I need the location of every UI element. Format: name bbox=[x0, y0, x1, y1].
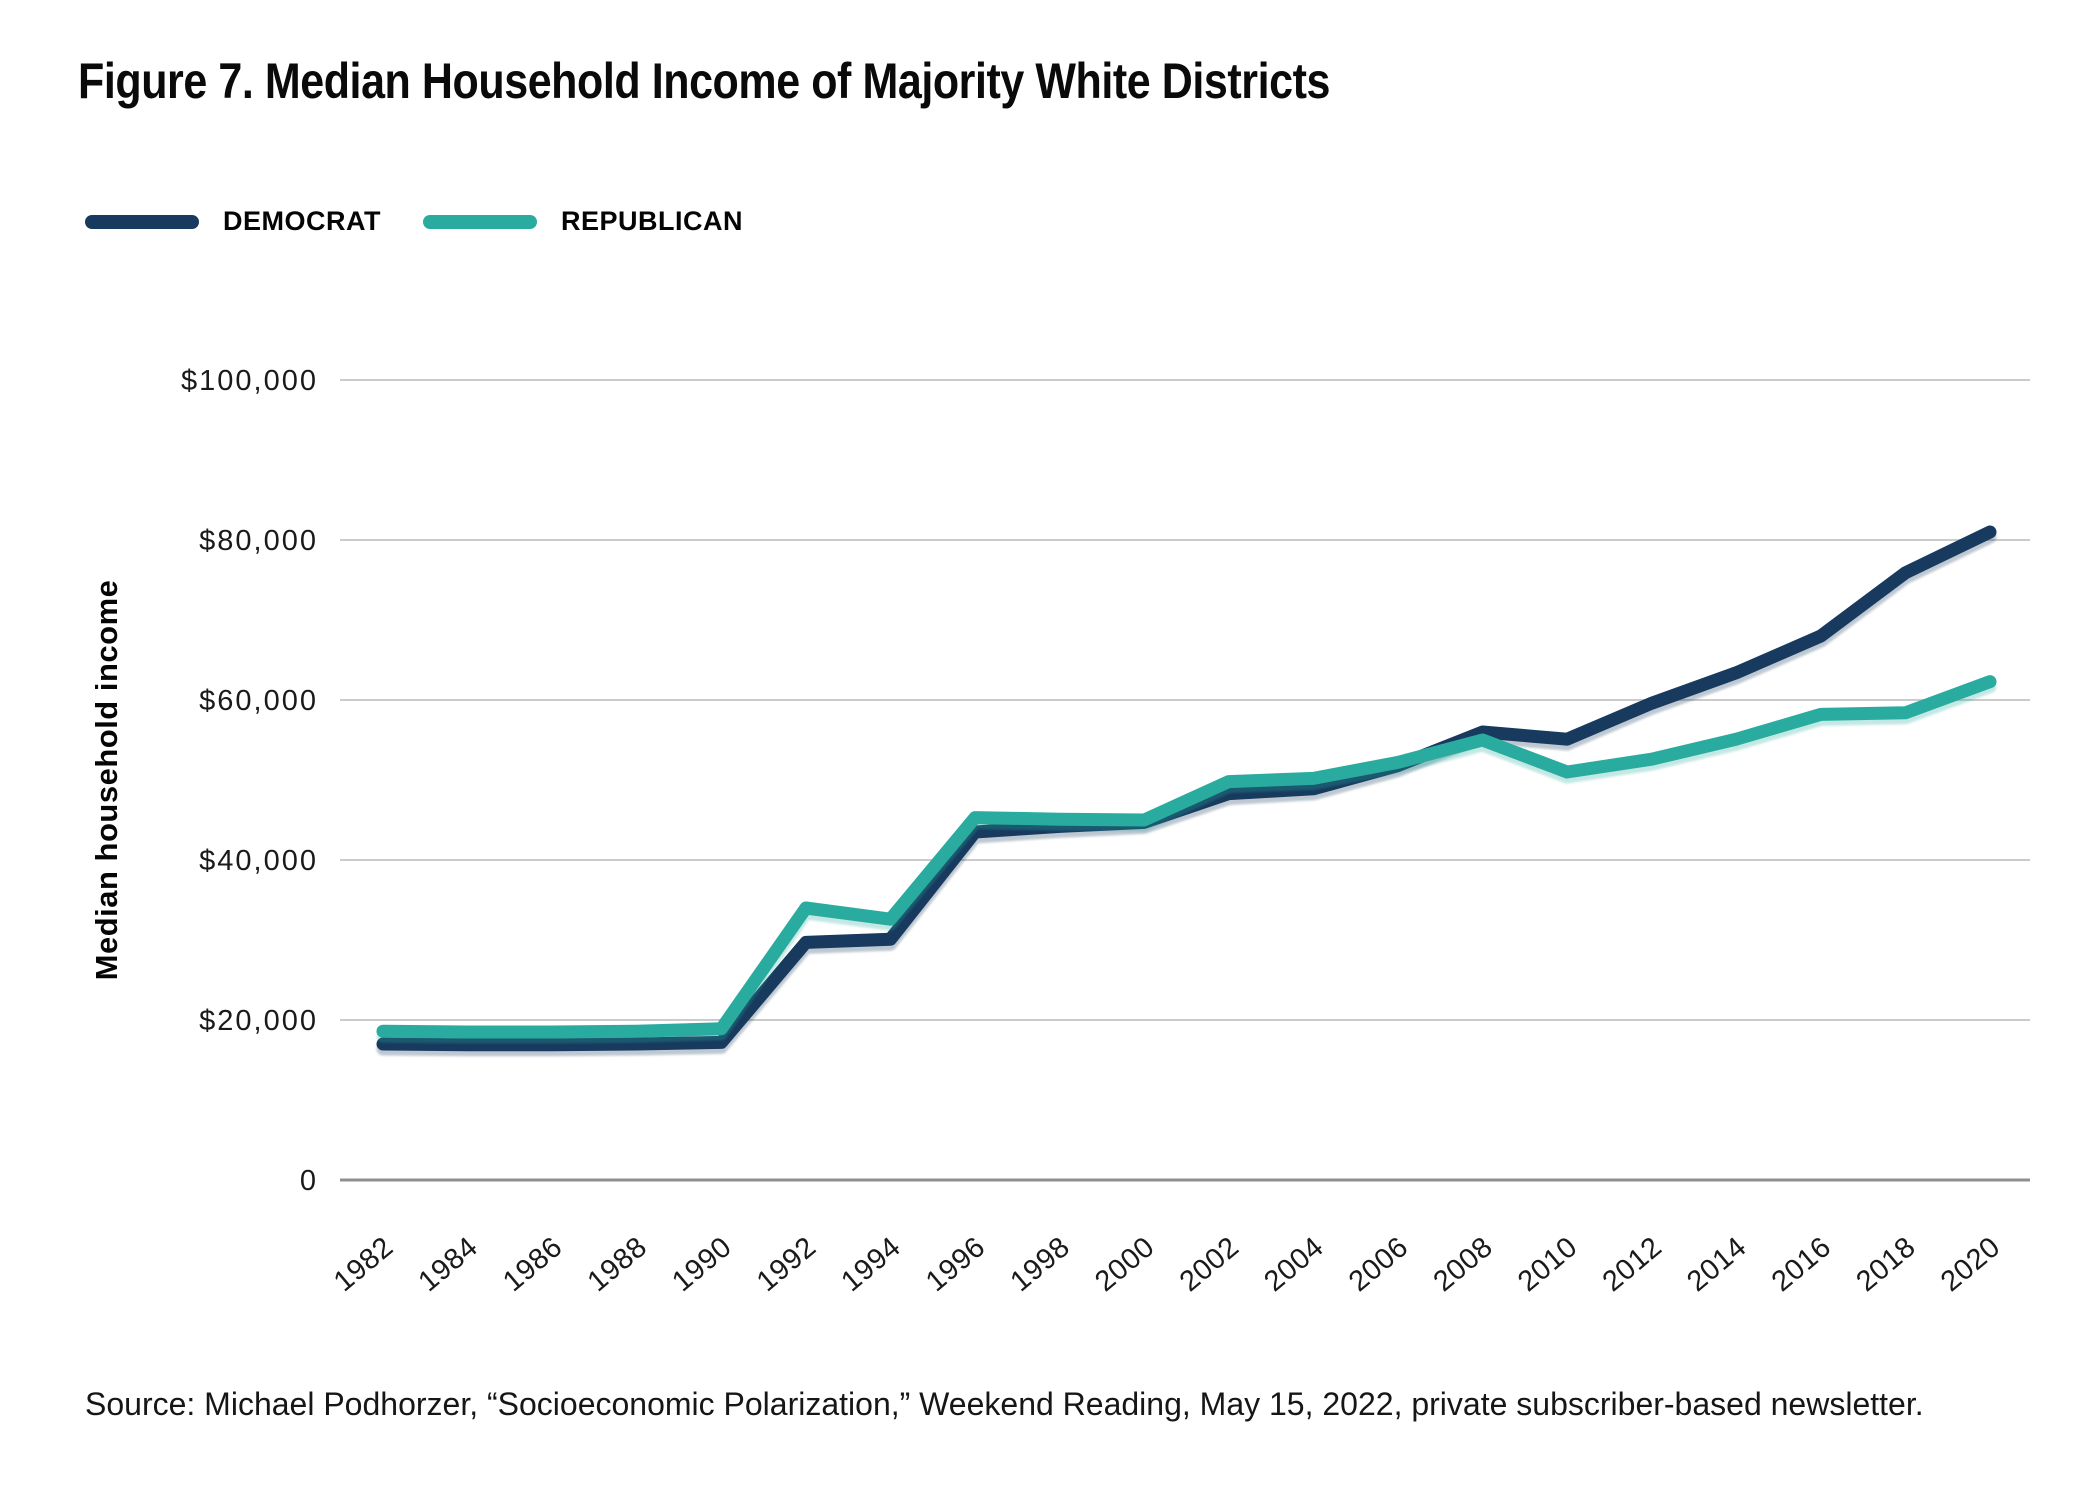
source-note: Source: Michael Podhorzer, “Socioeconomi… bbox=[85, 1386, 1924, 1422]
legend: DEMOCRAT REPUBLICAN bbox=[85, 206, 743, 237]
republican-legend-label: REPUBLICAN bbox=[560, 206, 743, 236]
figure-title: Figure 7. Median Household Income of Maj… bbox=[78, 53, 1330, 109]
x-tick-label: 1994 bbox=[835, 1231, 907, 1298]
legend-item-democrat: DEMOCRAT bbox=[85, 206, 381, 237]
x-tick-label: 1984 bbox=[413, 1231, 485, 1298]
x-tick-label: 2000 bbox=[1089, 1231, 1161, 1298]
x-tick-label: 2020 bbox=[1935, 1231, 2007, 1298]
x-tick-label: 2018 bbox=[1850, 1231, 1922, 1298]
y-tick-label: 0 bbox=[300, 1165, 318, 1197]
x-tick-label: 1992 bbox=[751, 1231, 823, 1298]
x-tick-label: 1986 bbox=[497, 1231, 569, 1298]
y-tick-label: $60,000 bbox=[199, 685, 318, 717]
legend-item-republican: REPUBLICAN bbox=[422, 206, 743, 237]
democrat-line bbox=[376, 525, 1997, 1052]
y-tick-label: $20,000 bbox=[199, 1005, 318, 1037]
x-tick-label: 1990 bbox=[666, 1231, 738, 1298]
x-tick-label: 1988 bbox=[582, 1231, 654, 1298]
x-tick-label: 1998 bbox=[1005, 1231, 1077, 1298]
democrat-legend-label: DEMOCRAT bbox=[223, 206, 381, 236]
x-tick-label: 2016 bbox=[1766, 1231, 1838, 1298]
democrat-line-swatch bbox=[85, 214, 199, 229]
x-tick-label: 1982 bbox=[328, 1231, 400, 1298]
x-tick-label: 2010 bbox=[1512, 1231, 1584, 1298]
y-tick-label: $80,000 bbox=[199, 525, 318, 557]
y-axis-title: Median household income bbox=[89, 580, 124, 981]
x-tick-label: 2008 bbox=[1428, 1231, 1500, 1298]
x-tick-label: 2012 bbox=[1597, 1231, 1669, 1298]
republican-line-swatch bbox=[422, 214, 537, 229]
y-tick-label: $100,000 bbox=[181, 365, 318, 397]
republican-line bbox=[376, 675, 1997, 1039]
x-tick-label: 2002 bbox=[1174, 1231, 1246, 1298]
y-tick-label: $40,000 bbox=[199, 845, 318, 877]
x-tick-label: 2014 bbox=[1681, 1231, 1753, 1298]
x-tick-label: 2004 bbox=[1258, 1231, 1330, 1298]
x-tick-label: 1996 bbox=[920, 1231, 992, 1298]
x-tick-label: 2006 bbox=[1343, 1231, 1415, 1298]
